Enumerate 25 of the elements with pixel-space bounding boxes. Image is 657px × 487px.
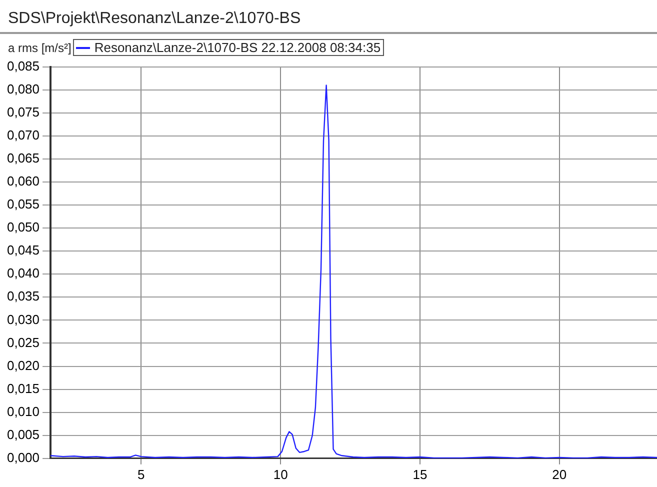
y-tick-label: 0,070 [6, 127, 40, 142]
y-tick-label: 0,055 [6, 196, 40, 212]
y-tick-label: 0,020 [6, 358, 40, 373]
x-tick-label: 15 [412, 466, 428, 482]
y-tick-label: 0,025 [6, 334, 40, 350]
y-tick-label: 0,010 [6, 404, 40, 419]
y-tick-label: 0,005 [6, 426, 40, 442]
y-tick-label: 0,035 [6, 288, 40, 304]
y-axis-title: a rms [m/s²] [8, 40, 72, 54]
legend-label: Resonanz\Lanze-2\1070-BS 22.12.2008 08:34:35 [73, 39, 384, 56]
y-tick-label: 0,085 [6, 58, 40, 74]
x-tick-label: 10 [273, 466, 288, 482]
y-tick-label: 0,030 [6, 312, 40, 327]
y-tick-label: 0,045 [6, 242, 40, 258]
y-tick-label: 0,075 [6, 104, 40, 120]
y-tick-label: 0,060 [6, 174, 40, 189]
chart-title: SDS\Projekt\Resonanz\Lanze-2\1070-BS [0, 0, 657, 34]
y-tick-label: 0,080 [6, 81, 40, 96]
x-tick-label: 20 [552, 466, 567, 482]
y-tick-label: 0,065 [6, 150, 40, 166]
y-tick-label: 0,015 [6, 380, 40, 396]
y-tick-label: 0,040 [6, 266, 40, 281]
y-tick-label: 0,050 [6, 220, 40, 235]
x-tick-label: 5 [138, 466, 145, 482]
y-tick-label: 0,000 [6, 450, 40, 465]
